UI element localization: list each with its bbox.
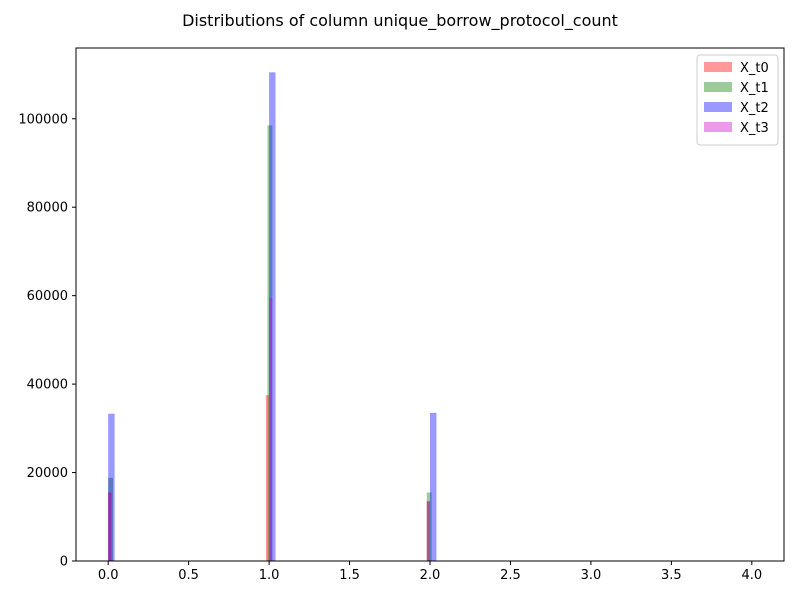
y-tick-label: 0 [60,555,68,570]
legend-label-x-t3: X_t3 [740,121,769,136]
bar-x-t0-1 [265,395,270,561]
bar-x-t3-1 [269,297,273,561]
x-tick-label: 4.0 [741,568,762,583]
bars-layer [108,72,437,561]
bar-x-t2-1 [269,72,276,561]
y-tick-label: 20000 [27,466,68,481]
x-tick-label: 3.5 [661,568,682,583]
legend-label-x-t0: X_t0 [740,61,769,76]
legend-label-x-t2: X_t2 [740,101,769,116]
x-tick-label: 2.5 [500,568,521,583]
y-tick-label: 80000 [27,201,68,216]
y-tick-label: 40000 [27,378,68,393]
bar-x-t0-0 [108,492,112,561]
y-tick-label: 100000 [18,112,68,127]
legend: X_t0 X_t1 X_t2 X_t3 [696,54,779,146]
x-tick-label: 0.5 [178,568,199,583]
y-tick-label: 60000 [27,289,68,304]
x-tick-label: 1.5 [339,568,360,583]
legend-swatch-x-t3 [704,122,732,132]
bar-x-t3-0 [108,492,112,561]
bar-x-t0-2 [426,501,430,561]
x-tick-label: 2.0 [420,568,441,583]
bar-x-t1-1 [267,125,273,561]
legend-swatch-x-t0 [704,62,732,72]
x-tick-label: 1.0 [259,568,280,583]
x-tick-label: 0.0 [98,568,119,583]
legend-swatch-x-t1 [704,82,732,92]
bar-x-t2-0 [108,413,115,561]
axes-layer: 0.0 0.5 1.0 1.5 2.0 2.5 3.0 3.5 4.0 0 20000 40000 60… [18,47,785,583]
legend-swatch-x-t2 [704,102,732,112]
x-tick-label: 3.0 [581,568,602,583]
legend-box [696,54,779,146]
bar-x-t2-2 [430,412,437,561]
bar-x-t1-2 [426,492,432,561]
chart-title: Distributions of column unique_borrow_pr… [182,11,618,31]
bar-x-t1-0 [108,477,114,561]
bar-x-t3-2 [426,501,430,561]
legend-label-x-t1: X_t1 [740,81,769,96]
